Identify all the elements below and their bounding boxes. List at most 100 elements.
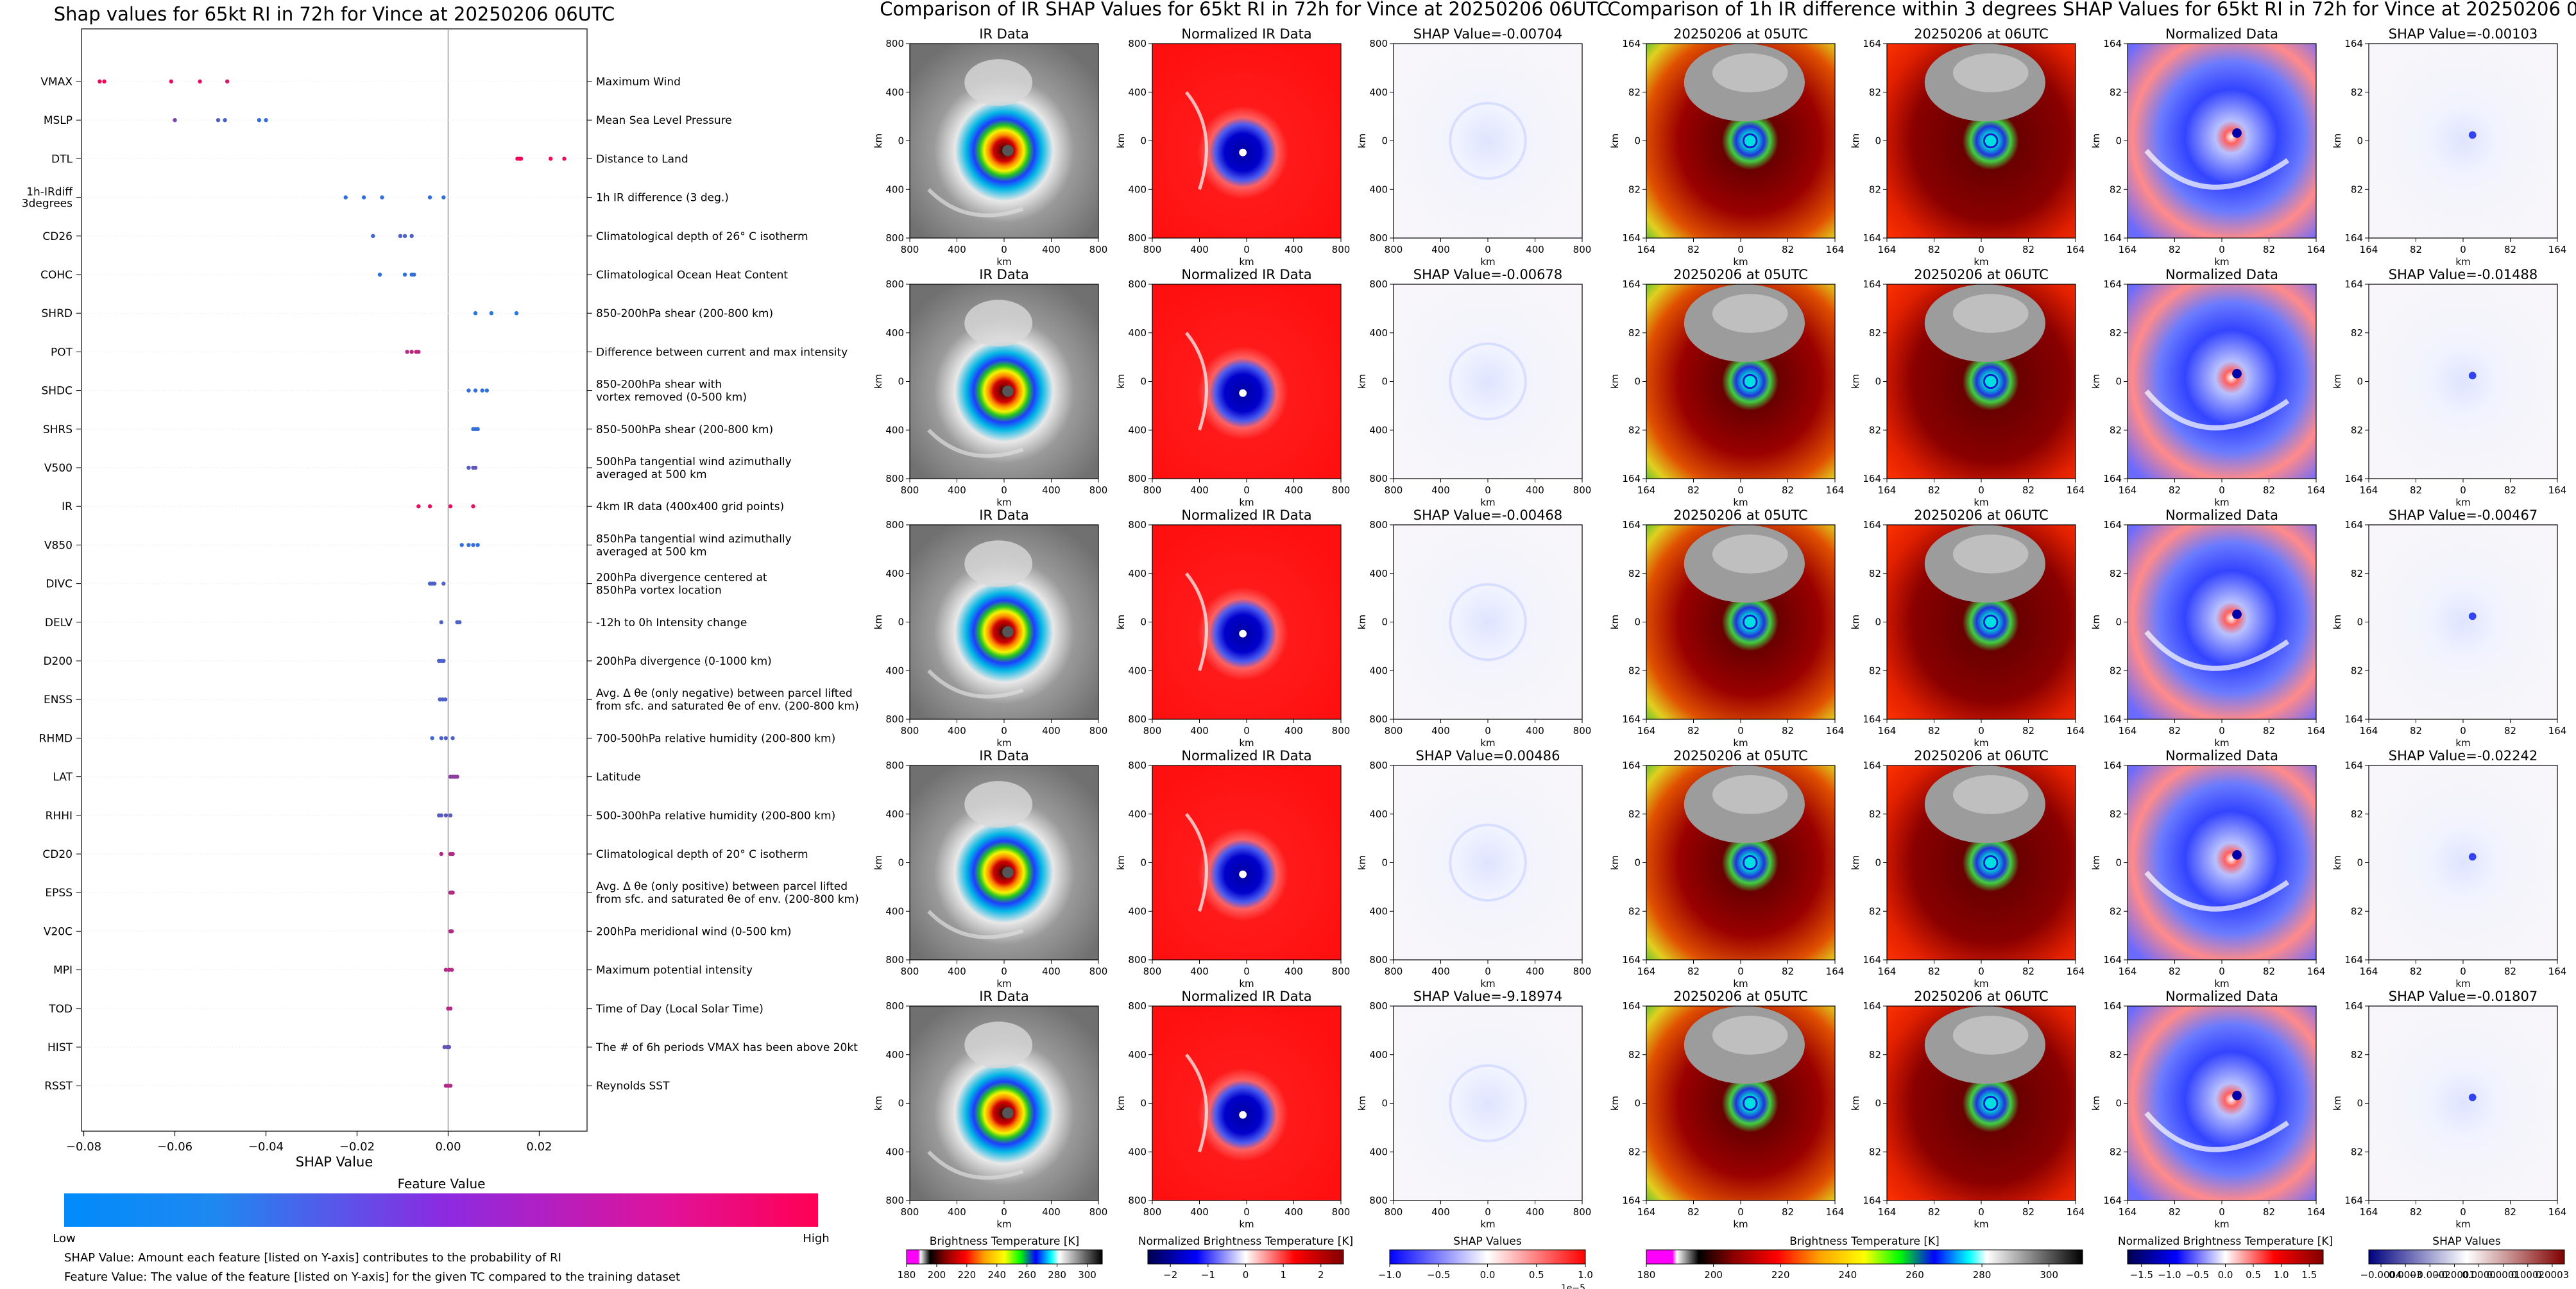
y-tick-label: 164 bbox=[2344, 760, 2363, 771]
image-panel: 20250206 at 05UTC1641648282008282164164k… bbox=[1609, 748, 1844, 989]
y-tick-label: 82 bbox=[2351, 184, 2363, 195]
x-tick-label: 82 bbox=[1928, 725, 1940, 737]
colorbar-tick-label: 0.0003 bbox=[2536, 1269, 2570, 1281]
shap-point bbox=[441, 581, 446, 586]
shap-point bbox=[448, 1006, 453, 1011]
y-axis-label: km bbox=[1115, 374, 1127, 389]
cloud-band bbox=[964, 781, 1033, 828]
y-tick-label: 164 bbox=[2103, 954, 2122, 966]
colorbar-tick-label: −0.0004 bbox=[2360, 1269, 2402, 1281]
x-axis-label: km bbox=[1733, 256, 1748, 268]
image-panel: Normalized IR Data8008004004000040040080… bbox=[1115, 508, 1350, 749]
x-tick-label: 400 bbox=[1526, 1206, 1544, 1218]
x-axis-label: km bbox=[2214, 737, 2229, 749]
ir-comparison-row: IR Data80080040040000400400800800kmkmNor… bbox=[873, 26, 1591, 268]
y-axis-label: km bbox=[1850, 374, 1861, 389]
shap-point bbox=[439, 620, 444, 624]
shap-point bbox=[439, 851, 444, 857]
x-tick-label: 82 bbox=[1928, 484, 1940, 496]
eye bbox=[1983, 855, 1999, 871]
feature-name: TOD bbox=[48, 1003, 73, 1016]
colorbar-offset: 1e−5 bbox=[1561, 1283, 1585, 1289]
y-tick-label: 82 bbox=[2351, 568, 2363, 579]
colorbar-tick-label: 0.0002 bbox=[2511, 1269, 2545, 1281]
y-tick-label: 82 bbox=[2351, 905, 2363, 917]
y-axis-label: km bbox=[873, 855, 884, 870]
image-panel: SHAP Value=-0.00704800800400400004004008… bbox=[1356, 26, 1591, 268]
diff-comparison-row: 20250206 at 05UTC1641648282008282164164k… bbox=[1609, 508, 2566, 749]
feature-row-cd20: CD20 Climatological depth of 20° C isothe… bbox=[42, 848, 808, 861]
y-tick-label: 164 bbox=[2103, 473, 2122, 484]
feature-row-epss: EPSS Avg. Δ θe (only positive) between pa… bbox=[45, 880, 858, 906]
colorbar: Brightness Temperature [K] 180 200 220 240 26… bbox=[1637, 1235, 2083, 1281]
shap-point bbox=[447, 1045, 452, 1050]
x-tick-label: 800 bbox=[1143, 244, 1162, 255]
shap-point bbox=[169, 79, 174, 84]
feature-description: from sfc. and saturated θe of env. (200-… bbox=[596, 700, 859, 713]
x-tick-label: 164 bbox=[2307, 1206, 2326, 1218]
ir-comparison-row: IR Data80080040040000400400800800kmkmNor… bbox=[873, 748, 1591, 989]
x-tick-label: 164 bbox=[2548, 1206, 2567, 1218]
eye bbox=[2232, 369, 2242, 379]
x-tick-label: 82 bbox=[2504, 244, 2516, 255]
eye bbox=[1742, 855, 1758, 871]
panel-image bbox=[1152, 284, 1341, 479]
x-axis-label: km bbox=[996, 737, 1011, 749]
feature-name: LAT bbox=[53, 771, 73, 784]
x-axis-label: km bbox=[1733, 978, 1748, 989]
y-tick-label: 800 bbox=[1369, 519, 1388, 531]
y-tick-label: 0 bbox=[2357, 135, 2363, 147]
x-tick-label: 82 bbox=[2022, 725, 2034, 737]
shap-point bbox=[432, 581, 437, 586]
y-tick-label: 0 bbox=[2357, 857, 2363, 869]
colorbar-tick-label: −0.5 bbox=[1427, 1269, 1450, 1281]
x-tick-label: 82 bbox=[2169, 484, 2181, 496]
diff-comparison-row: 20250206 at 05UTC1641648282008282164164k… bbox=[1609, 26, 2566, 268]
x-axis-label: km bbox=[996, 497, 1011, 508]
x-axis-label: km bbox=[1733, 497, 1748, 508]
shap-point bbox=[398, 234, 403, 238]
x-tick-label: 800 bbox=[1143, 484, 1162, 496]
colorbar-tick-label: 200 bbox=[1704, 1269, 1723, 1281]
y-tick-label: 800 bbox=[885, 519, 904, 531]
shap-point bbox=[427, 504, 432, 509]
x-tick-label: 82 bbox=[2504, 725, 2516, 737]
y-tick-label: 0 bbox=[898, 1098, 904, 1109]
y-tick-label: 400 bbox=[1128, 568, 1147, 579]
y-tick-label: 164 bbox=[1863, 519, 1881, 531]
y-axis-label: km bbox=[1609, 374, 1621, 389]
x-tick-label: 400 bbox=[948, 1206, 966, 1218]
feature-row-vmax: VMAX Maximum Wind bbox=[40, 76, 680, 89]
x-tick-label: 164 bbox=[2119, 244, 2137, 255]
feature-description: Reynolds SST bbox=[596, 1080, 670, 1093]
y-tick-label: 400 bbox=[1128, 184, 1147, 195]
shap-point bbox=[427, 195, 432, 200]
shap-point bbox=[448, 1084, 453, 1088]
x-tick-label: 164 bbox=[2119, 725, 2137, 737]
shap-point bbox=[471, 504, 475, 509]
y-tick-label: 400 bbox=[1128, 87, 1147, 98]
feature-description: The # of 6h periods VMAX has been above … bbox=[595, 1041, 858, 1054]
x-tick-label: 82 bbox=[2169, 1206, 2181, 1218]
feature-name: D200 bbox=[43, 655, 73, 668]
panel-title: IR Data bbox=[979, 26, 1029, 42]
shap-point bbox=[484, 388, 490, 393]
y-tick-label: 0 bbox=[1875, 617, 1881, 628]
shap-point bbox=[198, 79, 202, 84]
x-axis-label: km bbox=[1480, 256, 1495, 268]
y-axis-label: km bbox=[873, 374, 884, 389]
colorbar-gradient bbox=[1646, 1249, 2083, 1265]
shap-point bbox=[173, 118, 177, 123]
eye bbox=[1239, 1111, 1247, 1119]
y-tick-label: 800 bbox=[1128, 1195, 1147, 1206]
x-tick-label: 0 bbox=[1485, 966, 1491, 977]
cold-cloud-core bbox=[1952, 1016, 2029, 1055]
x-tick-label: 800 bbox=[901, 966, 919, 977]
eye bbox=[1983, 1095, 1999, 1111]
x-axis-label: km bbox=[1239, 497, 1254, 508]
feature-name: HIST bbox=[47, 1041, 73, 1054]
x-tick-label: 800 bbox=[1385, 484, 1403, 496]
y-axis-label: km bbox=[2090, 855, 2102, 870]
panel-title: IR Data bbox=[979, 267, 1029, 282]
image-panel: SHAP Value=0.004868008004004000040040080… bbox=[1356, 748, 1591, 989]
